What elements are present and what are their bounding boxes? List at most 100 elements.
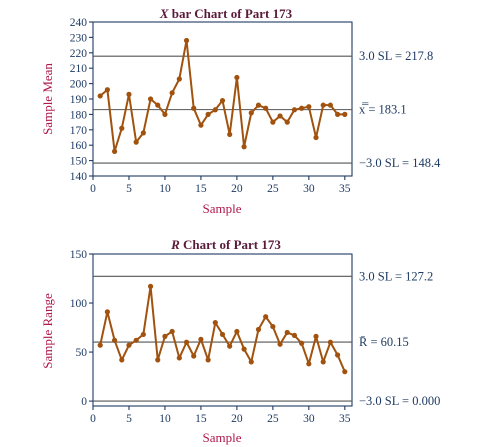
r-x-tick-label: 5 (126, 413, 132, 425)
r-plot-frame (92, 253, 353, 407)
xbar-x-tick-label: 0 (90, 183, 96, 195)
r-x-tick-label: 25 (267, 413, 279, 425)
xbar-data-point (299, 105, 305, 111)
xbar-data-point (133, 139, 139, 145)
r-data-point (140, 331, 146, 338)
xbar-data-point (191, 105, 197, 111)
xbar-x-tick-label: 35 (339, 183, 351, 195)
xbar-x-tick-label: 20 (231, 183, 243, 195)
xbar-data-point (198, 122, 204, 128)
xbar-data-point (111, 148, 118, 154)
xbar-data-point (104, 87, 110, 93)
xbar-data-point (270, 119, 276, 125)
xbar-data-point (277, 113, 283, 119)
xbar-x-tick-label: 15 (195, 183, 207, 195)
r-data-point (263, 314, 269, 320)
xbar-data-point (219, 97, 226, 104)
xbar-x-axis-label: Sample (203, 201, 242, 216)
xbar-data-point (255, 102, 262, 108)
xbar-data-point (342, 111, 348, 117)
r-data-point (111, 337, 118, 343)
xbar-data-point (140, 130, 146, 136)
xbar-data-point (147, 96, 154, 102)
r-data-point (241, 346, 247, 352)
xbar-data-point (320, 102, 326, 108)
r-data-point (227, 343, 233, 349)
r-y-axis-label: Sample Range (40, 293, 55, 369)
r-data-point (270, 323, 276, 330)
r-data-point (97, 342, 103, 348)
xbar-y-tick-label: 220 (70, 48, 88, 60)
r-control-label-2: −3.0 SL = 0.000 (359, 394, 440, 408)
r-data-point (212, 320, 218, 326)
r-x-tick-label: 15 (195, 413, 207, 425)
r-control-label-0: 3.0 SL = 127.2 (359, 269, 433, 283)
r-data-point (126, 342, 132, 348)
r-data-point (291, 332, 298, 338)
xbar-y-tick-label: 180 (70, 109, 88, 121)
r-data-point (335, 352, 341, 358)
xbar-data-point (313, 134, 319, 141)
r-data-point (277, 341, 283, 347)
r-data-point (191, 353, 197, 359)
r-y-tick-label: 50 (76, 347, 88, 359)
xbar-y-tick-label: 200 (70, 79, 88, 91)
r-data-point (327, 339, 334, 345)
r-data-point (133, 337, 139, 343)
xbar-y-axis-label: Sample Mean (40, 63, 55, 135)
xbar-data-point (327, 102, 334, 108)
r-data-point (342, 369, 348, 375)
xbar-y-tick-label: 150 (70, 156, 88, 168)
r-data-point (176, 355, 182, 361)
xbar-data-point (284, 119, 290, 125)
r-data-point (169, 328, 175, 335)
xbar-y-tick-label: 170 (70, 125, 88, 137)
r-series-line (99, 285, 346, 373)
xbar-data-point (335, 111, 341, 117)
r-x-axis-label: Sample (203, 430, 242, 445)
r-data-point (162, 333, 168, 339)
r-data-point (198, 336, 204, 342)
r-x-tick-label: 0 (90, 413, 96, 425)
xbar-x-tick-label: 30 (303, 183, 315, 195)
r-control-label-1: R̄ = 60.15 (359, 335, 409, 349)
xbar-y-tick-label: 230 (70, 32, 88, 44)
xbar-y-tick-label: 190 (70, 94, 88, 106)
r-y-tick-label: 0 (81, 396, 87, 408)
r-y-tick-label: 100 (70, 298, 88, 310)
r-data-point (284, 329, 290, 336)
xbar-data-point (212, 107, 218, 113)
xbar-y-tick-label: 210 (70, 63, 88, 75)
r-data-point (234, 328, 240, 335)
xbar-data-point (169, 90, 175, 96)
xbar-chart: X bar Chart of Part 173 1401501601701801… (40, 6, 441, 216)
xbar-x-tick-label: 25 (267, 183, 279, 195)
r-chart-title: R Chart of Part 173 (170, 237, 281, 252)
xbar-control-label-1: x̿ = 183.1 (359, 103, 407, 117)
r-data-point (248, 359, 254, 365)
xbar-data-point (306, 104, 312, 110)
r-data-point (205, 357, 211, 363)
r-data-point (219, 331, 226, 338)
xbar-data-point (119, 125, 125, 131)
r-data-point (147, 283, 154, 289)
xbar-control-label-2: −3.0 SL = 148.4 (359, 156, 441, 170)
r-x-tick-label: 30 (303, 413, 315, 425)
xbar-data-point (227, 131, 233, 138)
xbar-data-point (155, 102, 161, 108)
r-chart: R Chart of Part 173 0 50 100 150 0 5 10 15 20 25 3… (40, 237, 440, 445)
xbar-data-point (126, 91, 132, 97)
r-x-tick-label: 20 (231, 413, 243, 425)
xbar-chart-title: X bar Chart of Part 173 (159, 6, 293, 21)
xbar-data-point (97, 93, 103, 99)
xbar-x-tick-label: 5 (126, 183, 132, 195)
xbar-y-tick-label: 160 (70, 140, 88, 152)
xbar-data-point (248, 110, 254, 116)
r-y-tick-label: 150 (70, 249, 88, 261)
xbar-data-point (263, 105, 269, 111)
xbar-data-point (183, 37, 190, 44)
xbar-y-tick-label: 240 (70, 17, 88, 29)
r-data-point (155, 357, 161, 363)
r-data-point (306, 361, 312, 367)
